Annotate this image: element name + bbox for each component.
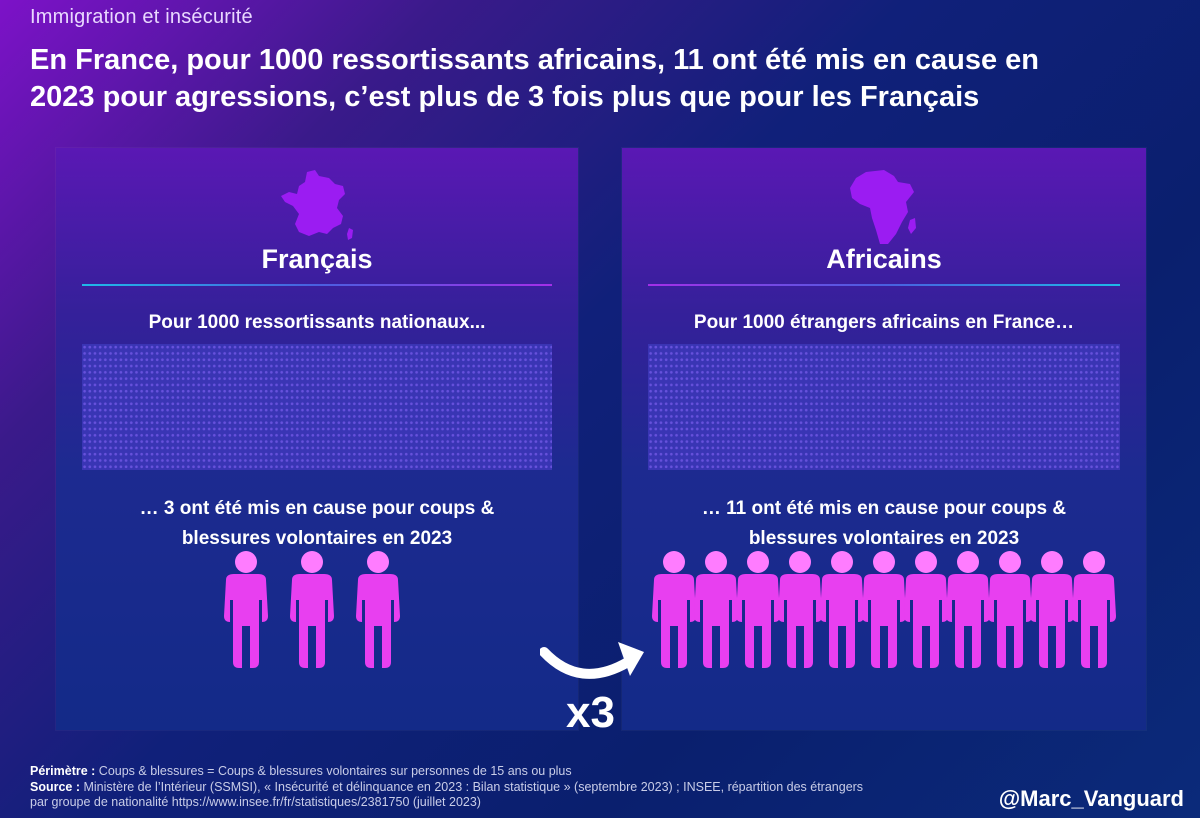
result-line-2: blessures volontaires en 2023 [181,528,453,549]
people-row-francais [216,550,408,675]
footer-notes: Périmètre : Coups & blessures = Coups & … [30,764,980,811]
result-line-1: … 11 ont été mis en cause pour coups & [701,498,1067,519]
people-row-africains [644,550,1124,675]
headline-line-1: En France, pour 1000 ressortissants afri… [30,44,1039,76]
divider [648,284,1120,286]
person-icon [904,551,948,668]
perimeter-note: Périmètre : Coups & blessures = Coups & … [30,764,980,780]
person-icon [820,551,864,668]
person-icon [862,551,906,668]
person-icon [1072,551,1116,668]
person-icon [988,551,1032,668]
intro-text-africains: Pour 1000 étrangers africains en France… [693,312,1075,333]
headline-line-2: 2023 pour agressions, c’est plus de 3 fo… [30,81,980,113]
person-icon [736,551,780,668]
result-text-francais: … 3 ont été mis en cause pour coups & bl… [66,494,568,554]
perimeter-text: Coups & blessures = Coups & blessures vo… [95,764,572,778]
person-icon [652,551,696,668]
population-grid-francais [82,344,552,470]
person-icon [356,551,400,668]
source-label: Source : [30,779,81,794]
multiplier-label: x3 [566,688,615,737]
group-title-africains: Africains [826,244,942,274]
source-text-line-1: Ministère de l’Intérieur (SSMSI), « Insé… [80,779,864,794]
africa-map-icon [850,170,916,244]
curved-arrow-icon [540,642,644,679]
intro-text-francais: Pour 1000 ressortissants nationaux... [148,312,486,333]
result-text-africains: … 11 ont été mis en cause pour coups & b… [632,494,1136,554]
person-icon [946,551,990,668]
panel-francais: Français Pour 1000 ressortissants nation… [56,148,578,730]
person-icon [290,551,334,668]
divider [82,284,552,286]
person-icon [224,551,268,668]
author-handle: @Marc_Vanguard [998,786,1184,811]
person-icon [778,551,822,668]
source-note: Source : Ministère de l’Intérieur (SSMSI… [30,780,980,796]
group-title-francais: Français [261,244,373,274]
perimeter-label: Périmètre : [30,764,96,778]
source-text-line-2: par groupe de nationalité https://www.in… [30,795,481,809]
population-grid-africains [648,344,1120,470]
france-map-icon [281,170,353,240]
person-icon [694,551,738,668]
panel-africains: Africains Pour 1000 étrangers africains … [622,148,1146,730]
result-line-2: blessures volontaires en 2023 [748,528,1020,549]
person-icon [1030,551,1074,668]
result-line-1: … 3 ont été mis en cause pour coups & [139,498,495,519]
headline: En France, pour 1000 ressortissants afri… [30,42,1180,116]
kicker: Immigration et insécurité [30,6,253,28]
